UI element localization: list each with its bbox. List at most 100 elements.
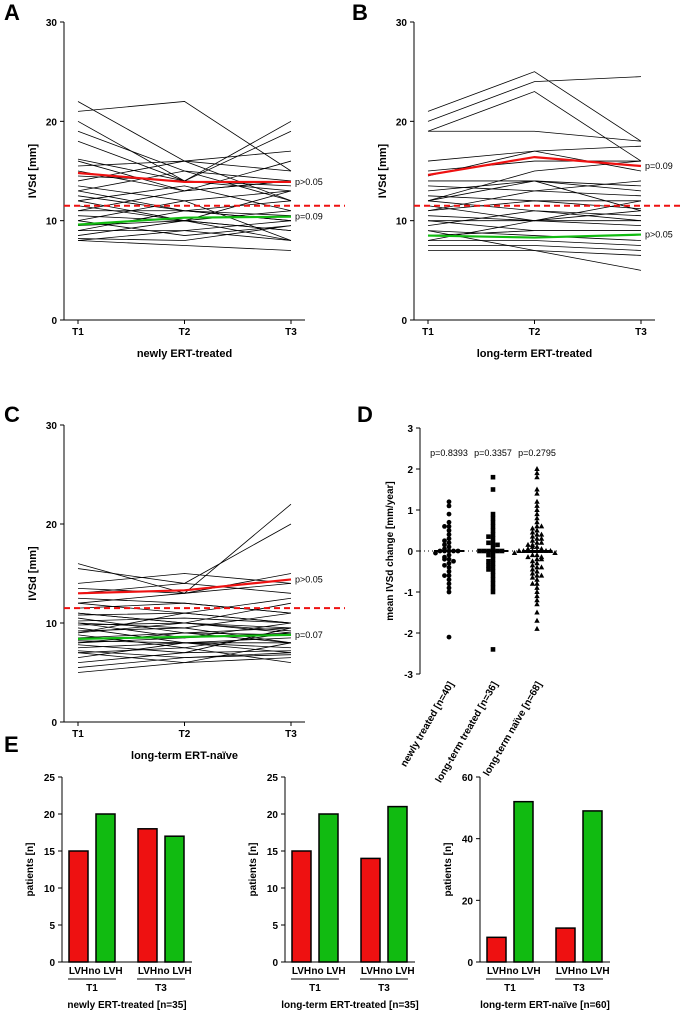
patient-line bbox=[77, 583, 292, 604]
bar-no-lvh bbox=[318, 813, 339, 963]
x-axis-label: long-term ERT-treated bbox=[477, 348, 593, 360]
data-point bbox=[538, 539, 545, 545]
data-point bbox=[490, 511, 496, 517]
patient-line bbox=[77, 612, 292, 634]
data-point bbox=[534, 556, 540, 562]
data-point bbox=[486, 534, 491, 539]
panel-letter-b: B bbox=[352, 0, 368, 25]
data-point bbox=[446, 528, 452, 533]
patient-line bbox=[427, 180, 642, 212]
patient-line bbox=[427, 145, 642, 162]
data-point bbox=[490, 544, 496, 550]
data-point bbox=[486, 552, 491, 558]
data-point bbox=[529, 543, 536, 549]
data-point bbox=[446, 540, 452, 546]
chart-title: long-term ERT-treated [n=35] bbox=[281, 1000, 419, 1011]
patient-line bbox=[77, 647, 292, 663]
bar-category-label: no LVH bbox=[506, 966, 540, 977]
bar-category-label: LVH bbox=[487, 966, 506, 977]
data-point bbox=[534, 552, 540, 558]
patient-line bbox=[427, 160, 642, 202]
y-tick-label: 60 bbox=[462, 773, 474, 784]
y-tick-label: 0 bbox=[51, 316, 57, 327]
data-point bbox=[534, 470, 540, 476]
y-tick-label: 0 bbox=[51, 718, 57, 729]
pvalue-lvh: p=0.09 bbox=[645, 161, 673, 171]
data-point bbox=[534, 597, 540, 603]
data-point bbox=[534, 535, 540, 541]
y-tick-label: 0 bbox=[401, 316, 407, 327]
patient-line bbox=[77, 190, 292, 222]
group-label: T1 bbox=[86, 983, 98, 994]
bar-no-lvh bbox=[164, 835, 185, 963]
data-point bbox=[490, 561, 496, 566]
data-point bbox=[534, 490, 540, 496]
pvalue-no-lvh: p>0.05 bbox=[645, 230, 673, 240]
mean-line-lvh bbox=[77, 171, 291, 184]
y-tick-label: 1 bbox=[407, 506, 413, 517]
data-point bbox=[529, 552, 536, 558]
x-tick-label: T2 bbox=[529, 327, 541, 338]
patient-line bbox=[77, 185, 292, 212]
data-point bbox=[490, 552, 496, 558]
panel-d-chart: -3 -2 -1 0 1 2 3 mean IVSd change [mm/year] p=0.… bbox=[385, 424, 560, 785]
bar-lvh bbox=[360, 857, 381, 963]
panel-letter-a: A bbox=[4, 0, 20, 25]
y-tick-label: 10 bbox=[46, 217, 58, 228]
data-point bbox=[486, 563, 491, 568]
patient-line bbox=[77, 650, 292, 663]
patient-line bbox=[77, 180, 292, 212]
chart-title: long-term ERT-naïve [n=60] bbox=[480, 1000, 610, 1011]
patient-line bbox=[77, 642, 292, 664]
y-tick-label: 0 bbox=[467, 958, 473, 969]
y-tick-label: 0 bbox=[49, 958, 55, 969]
bar-no-lvh bbox=[387, 805, 408, 963]
data-point bbox=[534, 539, 540, 545]
data-point bbox=[529, 525, 536, 531]
patient-line bbox=[77, 101, 292, 172]
y-tick-label: 30 bbox=[46, 18, 58, 29]
patient-line bbox=[428, 180, 642, 187]
data-point bbox=[490, 536, 496, 541]
patient-line bbox=[428, 245, 642, 251]
data-point bbox=[446, 573, 452, 578]
data-point bbox=[446, 569, 452, 574]
data-point bbox=[446, 589, 452, 595]
data-point bbox=[490, 581, 496, 587]
data-point bbox=[446, 499, 452, 505]
patient-line bbox=[427, 220, 641, 232]
data-point bbox=[490, 474, 496, 480]
patient-line bbox=[77, 130, 292, 182]
data-point bbox=[529, 537, 536, 543]
group-label: T3 bbox=[573, 983, 585, 994]
y-tick-label: 5 bbox=[49, 921, 55, 932]
patient-line bbox=[77, 120, 292, 182]
patient-line bbox=[77, 225, 292, 241]
data-point bbox=[534, 515, 540, 521]
x-tick-label: T3 bbox=[635, 327, 647, 338]
x-tick-label: T3 bbox=[285, 729, 297, 740]
data-point bbox=[442, 538, 447, 544]
data-point bbox=[446, 581, 452, 587]
bar-category-label: no LVH bbox=[157, 966, 191, 977]
bar-no-lvh bbox=[582, 810, 603, 963]
y-tick-label: 10 bbox=[44, 884, 56, 895]
y-tick-label: 0 bbox=[407, 547, 413, 558]
bar-category-label: no LVH bbox=[311, 966, 345, 977]
y-axis-label: IVSd [mm] bbox=[377, 143, 389, 198]
y-tick-label: 15 bbox=[267, 847, 279, 858]
bar-category-label: no LVH bbox=[380, 966, 414, 977]
patient-line bbox=[427, 195, 641, 202]
data-point bbox=[446, 519, 452, 525]
y-axis-label: IVSd [mm] bbox=[27, 546, 39, 601]
data-point bbox=[442, 562, 447, 568]
data-point bbox=[442, 573, 447, 578]
data-point bbox=[446, 634, 452, 640]
data-point bbox=[534, 543, 540, 549]
data-point bbox=[446, 536, 452, 542]
data-point bbox=[446, 565, 452, 570]
data-point bbox=[486, 558, 491, 564]
group-label: T1 bbox=[504, 983, 516, 994]
patient-line bbox=[428, 130, 642, 142]
panel-c-chart: 0 10 20 30 T1 T2 T3 long-term ERT-naïve IVSd [mm… bbox=[27, 421, 345, 762]
